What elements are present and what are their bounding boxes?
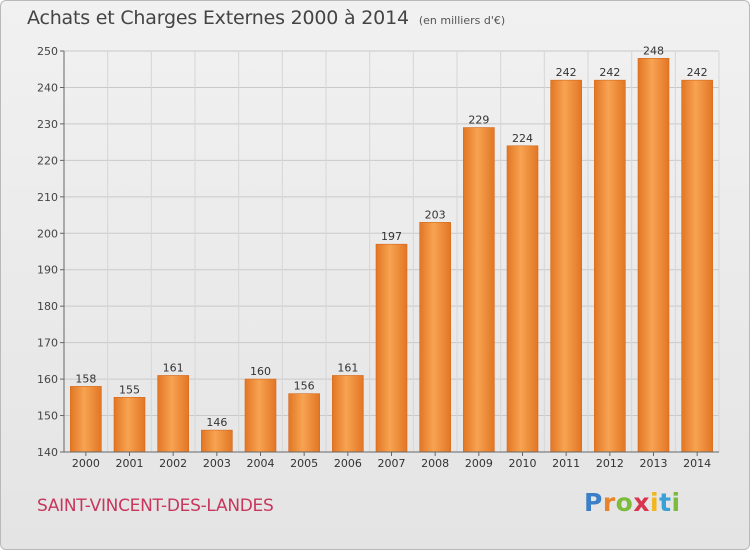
x-tick-label: 2003 xyxy=(203,457,231,470)
y-tick-label: 170 xyxy=(37,337,58,350)
x-tick-label: 2002 xyxy=(159,457,187,470)
data-label: 224 xyxy=(512,132,533,145)
data-label: 160 xyxy=(250,365,271,378)
bar-2000 xyxy=(70,386,102,453)
x-tick-label: 2004 xyxy=(247,457,275,470)
chart-subtitle: (en milliers d'€) xyxy=(418,14,506,27)
y-tick-label: 160 xyxy=(37,373,58,386)
bar-2014 xyxy=(681,79,713,453)
data-label: 155 xyxy=(119,383,140,396)
y-tick-label: 220 xyxy=(37,154,58,167)
bar-2006 xyxy=(332,375,364,453)
bar-2013 xyxy=(637,57,670,453)
y-tick-label: 190 xyxy=(37,264,58,277)
data-label: 248 xyxy=(643,44,664,57)
x-tick-label: 2007 xyxy=(378,457,406,470)
y-tick-label: 240 xyxy=(37,81,58,94)
data-label: 242 xyxy=(599,66,620,79)
data-label: 161 xyxy=(163,361,184,374)
y-tick-label: 250 xyxy=(37,45,58,58)
data-label: 242 xyxy=(687,66,708,79)
bar-2001 xyxy=(113,397,146,453)
data-label: 203 xyxy=(425,208,446,221)
chart-title: Achats et Charges Externes 2000 à 2014 (e… xyxy=(27,7,505,29)
data-label: 156 xyxy=(294,380,315,393)
x-tick-label: 2005 xyxy=(290,457,318,470)
y-tick-label: 230 xyxy=(37,118,58,131)
x-tick-label: 2014 xyxy=(683,457,711,470)
x-tick-label: 2000 xyxy=(72,457,100,470)
data-label: 229 xyxy=(468,114,489,127)
bar-2007 xyxy=(375,243,408,453)
bar-2002 xyxy=(157,375,189,453)
x-tick-label: 2012 xyxy=(596,457,624,470)
logo-letter: o xyxy=(615,488,634,517)
data-label: 242 xyxy=(556,66,577,79)
y-tick-label: 200 xyxy=(37,227,58,240)
logo-letter: t xyxy=(659,488,672,517)
x-tick-label: 2008 xyxy=(421,457,449,470)
chart-title-text: Achats et Charges Externes 2000 à 2014 xyxy=(27,7,409,29)
logo-letter: x xyxy=(633,488,650,517)
commune-name: SAINT-VINCENT-DES-LANDES xyxy=(37,496,274,516)
bar-2003 xyxy=(201,429,233,453)
data-label: 158 xyxy=(75,372,96,385)
data-labels: 158 155 161 146 160 156 161 197 203 229 224 242 242 2… xyxy=(75,44,707,429)
y-tick-label: 180 xyxy=(37,300,58,313)
x-tick-label: 2009 xyxy=(465,457,493,470)
logo-letter: i xyxy=(671,488,681,517)
y-tick-label: 150 xyxy=(37,410,58,423)
logo-letter: P xyxy=(584,488,603,517)
axes: 140 150 160 170 180 190 200 210 220 230 240 250 2000… xyxy=(37,45,719,470)
data-label: 146 xyxy=(206,416,227,429)
x-tick-label: 2006 xyxy=(334,457,362,470)
data-label: 161 xyxy=(337,361,358,374)
bar-2008 xyxy=(419,222,451,453)
bar-2004 xyxy=(244,378,277,453)
logo-letter: r xyxy=(602,488,616,517)
bar-2009 xyxy=(463,127,495,453)
y-tick-label: 140 xyxy=(37,446,58,459)
y-tick-label: 210 xyxy=(37,191,58,204)
x-tick-label: 2011 xyxy=(552,457,580,470)
bar-2005 xyxy=(288,393,320,453)
x-tick-label: 2001 xyxy=(116,457,144,470)
x-tick-label: 2013 xyxy=(640,457,668,470)
bar-2010 xyxy=(506,145,539,453)
proxiti-logo: Proxiti xyxy=(584,488,681,517)
bar-2012 xyxy=(594,79,626,453)
x-tick-label: 2010 xyxy=(509,457,537,470)
logo-letter: i xyxy=(650,488,660,517)
bars xyxy=(70,57,713,453)
data-label: 197 xyxy=(381,230,402,243)
bar-2011 xyxy=(550,79,582,453)
